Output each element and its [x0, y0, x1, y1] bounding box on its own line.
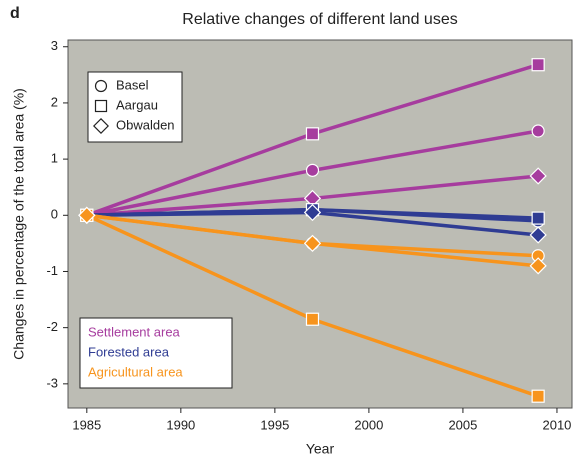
chart-title: Relative changes of different land uses — [182, 11, 457, 28]
marker — [78, 206, 96, 224]
legend-label: Forested area — [88, 344, 170, 359]
x-tick-label: 1990 — [166, 417, 195, 432]
marker — [305, 127, 320, 141]
y-axis-label: Changes in percentage of the total area … — [11, 88, 27, 360]
x-tick-label: 2000 — [354, 417, 383, 432]
y-tick-label: 2 — [51, 94, 58, 109]
legend-label: Obwalden — [116, 117, 175, 132]
marker — [531, 124, 545, 138]
marker — [529, 257, 547, 275]
y-tick-label: 0 — [51, 207, 58, 222]
marker — [305, 163, 320, 177]
y-tick-label: -3 — [46, 375, 58, 390]
x-tick-label: 1995 — [260, 417, 289, 432]
y-tick-label: 1 — [51, 151, 58, 166]
legend-label: Aargau — [116, 97, 158, 112]
marker — [531, 389, 545, 403]
legend-marker — [93, 118, 109, 134]
marker — [303, 234, 322, 253]
y-tick-label: -2 — [46, 319, 58, 334]
marker — [303, 203, 322, 222]
marker — [529, 167, 547, 185]
x-tick-label: 2010 — [542, 417, 571, 432]
marker — [305, 312, 320, 326]
marker — [531, 211, 545, 225]
x-axis-label: Year — [306, 441, 335, 457]
y-tick-label: 3 — [51, 38, 58, 53]
legend-label: Basel — [116, 77, 149, 92]
legend-marker — [94, 99, 108, 113]
marker — [531, 58, 545, 72]
x-tick-label: 1985 — [72, 417, 101, 432]
color-legend — [79, 317, 233, 389]
legend-label: Settlement area — [88, 324, 181, 339]
legend-label: Agricultural area — [88, 364, 183, 379]
y-tick-label: -1 — [46, 263, 58, 278]
marker — [529, 226, 547, 244]
x-tick-label: 2005 — [448, 417, 477, 432]
legend-marker — [94, 79, 108, 93]
panel-label: d — [10, 5, 20, 22]
